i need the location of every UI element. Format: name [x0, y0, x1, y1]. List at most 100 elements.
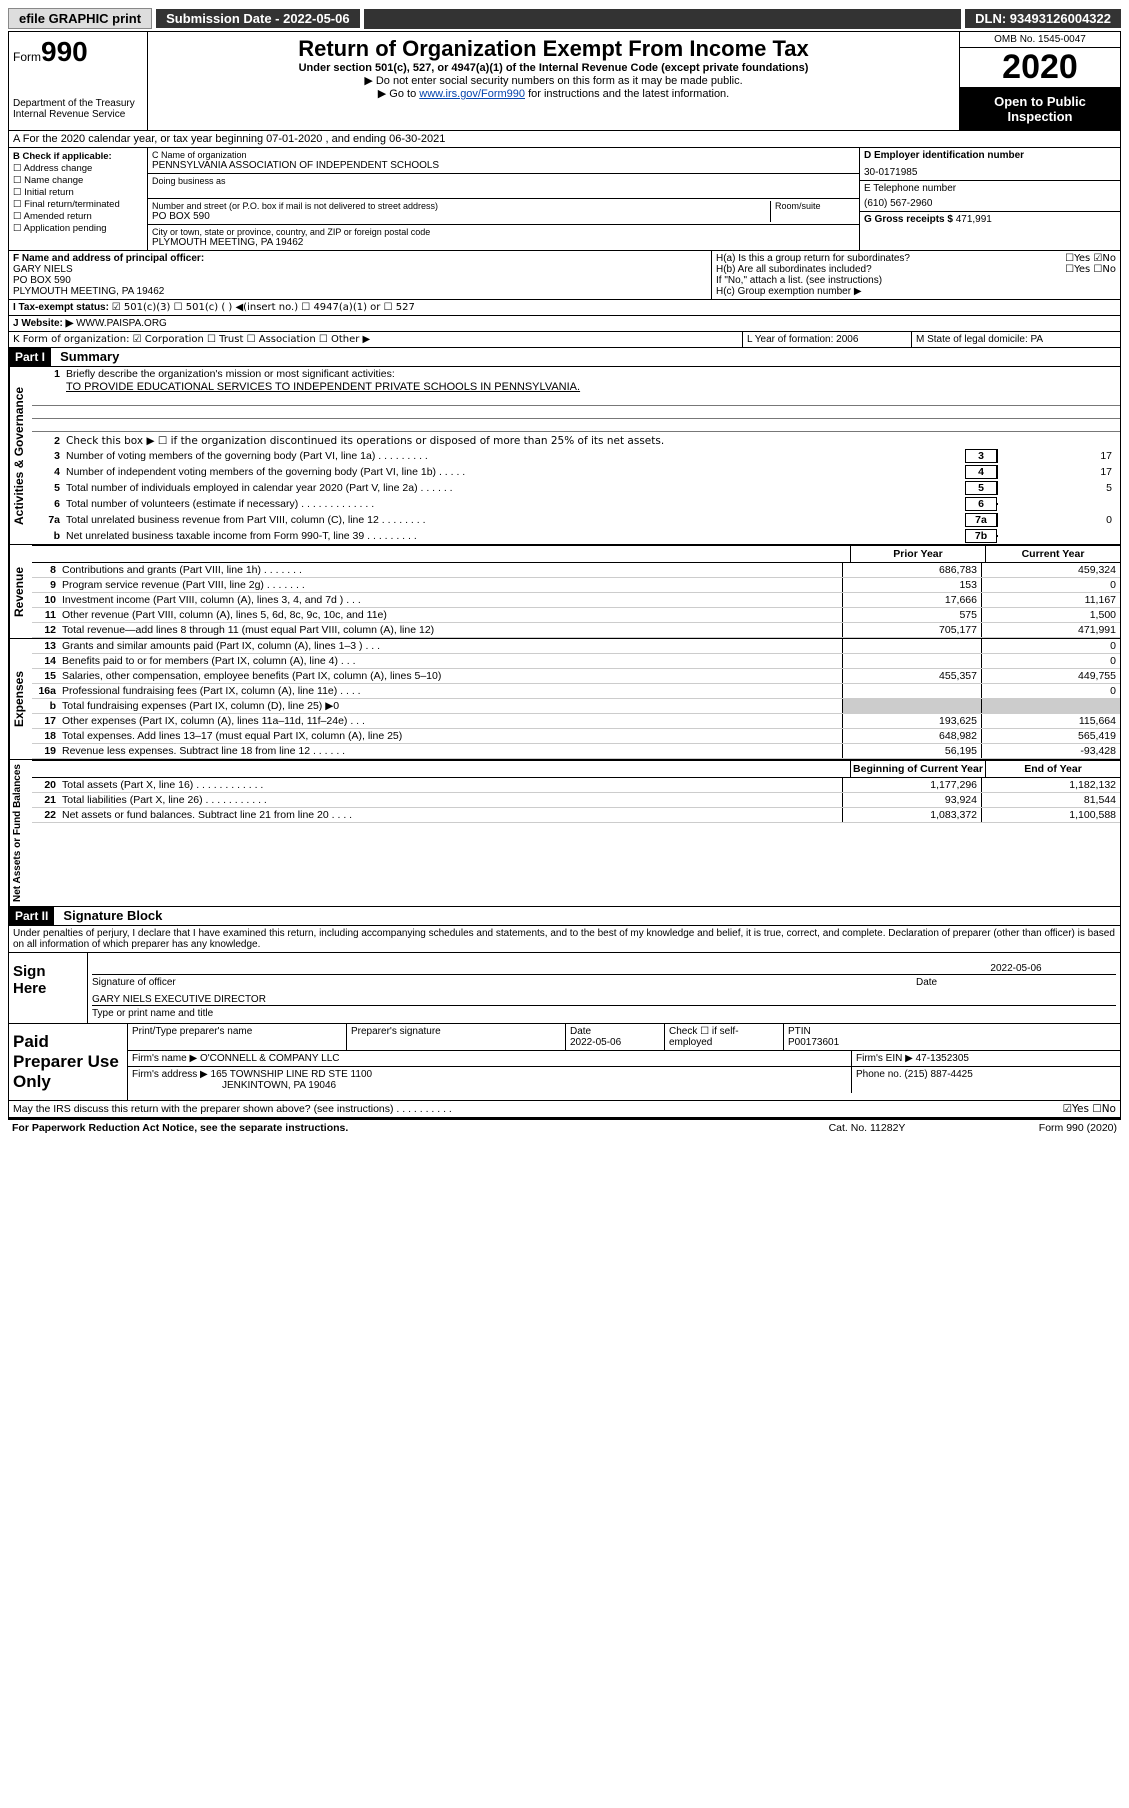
firm-ein-label: Firm's EIN ▶ — [856, 1053, 913, 1064]
summary-line: 21Total liabilities (Part X, line 26) . … — [32, 793, 1120, 808]
sig-date-value: 2022-05-06 — [916, 963, 1116, 974]
ptin-value: P00173601 — [788, 1037, 839, 1048]
form-of-org[interactable]: K Form of organization: ☑ Corporation ☐ … — [9, 332, 742, 347]
paid-preparer-section: Paid Preparer Use Only Print/Type prepar… — [9, 1024, 1120, 1101]
submission-date: Submission Date - 2022-05-06 — [156, 9, 360, 28]
paid-preparer-label: Paid Preparer Use Only — [9, 1024, 128, 1100]
summary-line: 19Revenue less expenses. Subtract line 1… — [32, 744, 1120, 759]
form-header: Form990 Department of the Treasury Inter… — [9, 32, 1120, 131]
side-net: Net Assets or Fund Balances — [9, 760, 32, 906]
chk-name[interactable]: ☐ Name change — [13, 175, 143, 186]
part2-title: Signature Block — [57, 906, 168, 925]
officer-label: F Name and address of principal officer: — [13, 253, 707, 264]
part1-title: Summary — [54, 347, 125, 366]
irs-link[interactable]: www.irs.gov/Form990 — [419, 88, 525, 100]
summary-line: 17Other expenses (Part IX, column (A), l… — [32, 714, 1120, 729]
year-formation: L Year of formation: 2006 — [742, 332, 911, 347]
row-j: J Website: ▶ WWW.PAISPA.ORG — [9, 316, 1120, 332]
gross-label: G Gross receipts $ — [864, 214, 953, 225]
row-f-h: F Name and address of principal officer:… — [9, 251, 1120, 300]
side-governance: Activities & Governance — [9, 367, 32, 544]
sig-date-label: Date — [916, 977, 1116, 988]
website-label: J Website: ▶ — [13, 318, 73, 329]
form-990: Form990 Department of the Treasury Inter… — [8, 31, 1121, 1120]
summary-line: 12Total revenue—add lines 8 through 11 (… — [32, 623, 1120, 638]
q2-checkbox[interactable]: Check this box ▶ ☐ if the organization d… — [66, 435, 1116, 447]
form-note-1: ▶ Do not enter social security numbers o… — [152, 74, 955, 87]
sig-name-value: GARY NIELS EXECUTIVE DIRECTOR — [92, 994, 266, 1005]
ein-value: 30-0171985 — [864, 167, 1116, 178]
gross-value: 471,991 — [956, 214, 992, 225]
summary-line: 15Salaries, other compensation, employee… — [32, 669, 1120, 684]
ha-value[interactable]: ☐Yes ☑No — [1065, 253, 1116, 264]
row-a-tax-year: A For the 2020 calendar year, or tax yea… — [9, 131, 1120, 148]
form-note-2: ▶ Go to www.irs.gov/Form990 for instruct… — [152, 87, 955, 100]
chk-amended[interactable]: ☐ Amended return — [13, 211, 143, 222]
summary-line: 11Other revenue (Part VIII, column (A), … — [32, 608, 1120, 623]
gov-line: 4Number of independent voting members of… — [32, 464, 1120, 480]
efile-print-button[interactable]: efile GRAPHIC print — [8, 8, 152, 29]
q1-value: TO PROVIDE EDUCATIONAL SERVICES TO INDEP… — [32, 381, 1120, 393]
row-klm: K Form of organization: ☑ Corporation ☐ … — [9, 332, 1120, 348]
sig-officer-label: Signature of officer — [92, 977, 916, 988]
block-b-to-g: B Check if applicable: ☐ Address change … — [9, 148, 1120, 251]
chk-initial[interactable]: ☐ Initial return — [13, 187, 143, 198]
gov-line: 6Total number of volunteers (estimate if… — [32, 496, 1120, 512]
firm-ein-value: 47-1352305 — [916, 1053, 969, 1064]
ha-label: H(a) Is this a group return for subordin… — [716, 253, 910, 264]
page-footer: For Paperwork Reduction Act Notice, see … — [8, 1120, 1121, 1136]
officer-city: PLYMOUTH MEETING, PA 19462 — [13, 286, 707, 297]
section-revenue: Revenue Prior YearCurrent Year 8Contribu… — [9, 545, 1120, 639]
box-c: C Name of organization PENNSYLVANIA ASSO… — [148, 148, 859, 250]
box-b-label: B Check if applicable: — [13, 151, 143, 162]
section-net-assets: Net Assets or Fund Balances Beginning of… — [9, 760, 1120, 907]
city-label: City or town, state or province, country… — [152, 227, 855, 237]
chk-final[interactable]: ☐ Final return/terminated — [13, 199, 143, 210]
website-value: WWW.PAISPA.ORG — [76, 318, 167, 329]
firm-addr2: JENKINTOWN, PA 19046 — [222, 1080, 336, 1091]
gov-line: 3Number of voting members of the governi… — [32, 448, 1120, 464]
hb-value[interactable]: ☐Yes ☐No — [1065, 264, 1116, 275]
gov-line: 5Total number of individuals employed in… — [32, 480, 1120, 496]
prep-self-employed[interactable]: Check ☐ if self-employed — [665, 1024, 784, 1050]
col-current: Current Year — [985, 546, 1120, 562]
side-revenue: Revenue — [9, 545, 32, 638]
chk-pending[interactable]: ☐ Application pending — [13, 223, 143, 234]
sign-here-label: Sign Here — [9, 953, 88, 1023]
dept-treasury: Department of the Treasury — [13, 98, 143, 109]
side-expenses: Expenses — [9, 639, 32, 759]
summary-line: 13Grants and similar amounts paid (Part … — [32, 639, 1120, 654]
box-f: F Name and address of principal officer:… — [9, 251, 711, 299]
firm-phone-label: Phone no. — [856, 1069, 902, 1080]
col-beginning: Beginning of Current Year — [850, 761, 985, 777]
topbar-spacer — [364, 9, 962, 29]
gov-line: 7aTotal unrelated business revenue from … — [32, 512, 1120, 528]
officer-street: PO BOX 590 — [13, 275, 707, 286]
discuss-answer[interactable]: ☑Yes ☐No — [1063, 1103, 1116, 1115]
prep-date-value: 2022-05-06 — [570, 1037, 621, 1048]
col-prior: Prior Year — [850, 546, 985, 562]
row-i: I Tax-exempt status: ☑ 501(c)(3) ☐ 501(c… — [9, 300, 1120, 316]
part1-header: Part I Summary — [9, 348, 1120, 367]
prep-date-label: Date — [570, 1026, 591, 1037]
ein-label: D Employer identification number — [864, 150, 1116, 161]
phone-label: E Telephone number — [864, 183, 1116, 194]
form-word: Form — [13, 50, 41, 64]
street: PO BOX 590 — [152, 211, 770, 222]
org-name-label: C Name of organization — [152, 150, 855, 160]
irs-label: Internal Revenue Service — [13, 109, 143, 120]
form-footer: Form 990 (2020) — [967, 1122, 1117, 1134]
officer-name: GARY NIELS — [13, 264, 707, 275]
cat-no: Cat. No. 11282Y — [767, 1122, 967, 1134]
tax-status-opts[interactable]: ☑ 501(c)(3) ☐ 501(c) ( ) ◀(insert no.) ☐… — [112, 302, 415, 313]
header-mid: Return of Organization Exempt From Incom… — [148, 32, 959, 130]
chk-address[interactable]: ☐ Address change — [13, 163, 143, 174]
state-domicile: M State of legal domicile: PA — [911, 332, 1120, 347]
header-left: Form990 Department of the Treasury Inter… — [9, 32, 148, 130]
part2-header: Part II Signature Block — [9, 907, 1120, 926]
goto-post: for instructions and the latest informat… — [525, 88, 729, 100]
summary-line: 10Investment income (Part VIII, column (… — [32, 593, 1120, 608]
omb-number: OMB No. 1545-0047 — [960, 32, 1120, 48]
form-number: 990 — [41, 36, 88, 67]
section-governance: Activities & Governance 1Briefly describ… — [9, 367, 1120, 545]
